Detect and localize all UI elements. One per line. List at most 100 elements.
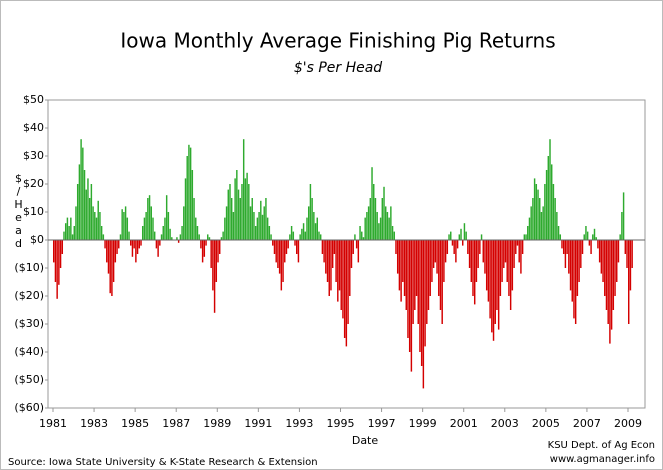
bar [407, 240, 409, 338]
bar [523, 234, 526, 240]
bar [76, 184, 79, 240]
bar [319, 234, 322, 240]
bar [331, 240, 334, 268]
bar [162, 226, 164, 240]
bar [489, 240, 491, 319]
bar [571, 240, 573, 302]
bar [266, 217, 269, 240]
bar [564, 240, 567, 268]
bar [311, 198, 313, 240]
bar [431, 240, 433, 282]
bar [497, 240, 500, 330]
x-tick-label: 1987 [162, 417, 190, 430]
bar [265, 198, 267, 240]
bar [236, 170, 238, 240]
bar [503, 240, 505, 268]
bar [116, 240, 118, 254]
bar [229, 184, 231, 240]
y-tick-label: ($60) [14, 401, 44, 414]
bar [325, 240, 327, 274]
bar [152, 217, 154, 240]
bar [492, 240, 495, 341]
bar [540, 212, 543, 240]
bar [347, 240, 349, 324]
bar [275, 240, 277, 263]
bar [568, 240, 570, 274]
x-tick-label: 2009 [614, 417, 642, 430]
y-tick-label: $40 [23, 121, 44, 134]
bar [193, 198, 195, 240]
bar [268, 226, 271, 240]
bar [465, 231, 467, 240]
bar [75, 206, 77, 240]
bar [576, 240, 579, 296]
bar [296, 240, 298, 254]
bar [248, 184, 250, 240]
bar [554, 198, 556, 240]
bar [479, 240, 481, 254]
bar [261, 214, 264, 240]
bar [217, 240, 219, 263]
bar [212, 240, 214, 291]
bar [82, 147, 84, 240]
bar [155, 240, 158, 249]
bar [395, 240, 397, 254]
bar [299, 234, 301, 240]
bar [349, 240, 351, 296]
bar [239, 198, 241, 240]
bar [612, 240, 615, 310]
bar [602, 240, 604, 282]
bar [468, 240, 471, 268]
bar [285, 240, 288, 254]
bar [244, 178, 247, 240]
bar [537, 189, 539, 240]
credit-line: KSU Dept. of Ag Econ [548, 440, 655, 451]
bar [246, 172, 248, 240]
bar [508, 240, 510, 296]
bar [513, 240, 515, 268]
bar [624, 240, 627, 254]
bar [616, 240, 618, 282]
bar [234, 178, 236, 240]
bar [133, 240, 135, 249]
bar [494, 240, 496, 324]
bar [585, 226, 587, 240]
bar [371, 167, 373, 240]
bar [59, 240, 62, 268]
bar [143, 217, 146, 240]
bar [559, 234, 562, 240]
bar [528, 217, 531, 240]
bar [220, 237, 223, 240]
bar [424, 240, 426, 347]
bar [241, 184, 243, 240]
bar [384, 206, 387, 240]
bar [85, 189, 87, 240]
bar [475, 240, 478, 282]
bar [369, 198, 372, 240]
bar [419, 240, 421, 352]
bar [550, 164, 553, 240]
bar [516, 240, 519, 246]
bar [366, 212, 368, 240]
bar [448, 234, 450, 240]
bar [444, 240, 447, 263]
bar [131, 240, 134, 257]
y-tick-label: $10 [23, 205, 44, 218]
bar [195, 217, 197, 240]
bar [297, 240, 300, 263]
bar [200, 240, 202, 249]
bar [68, 226, 70, 240]
bar [309, 184, 312, 240]
bar [83, 170, 86, 240]
y-tick-label: $0 [30, 233, 44, 246]
bar [290, 226, 293, 240]
bar [592, 234, 594, 240]
bar [335, 240, 337, 282]
bar [338, 240, 341, 291]
x-tick-label: 2005 [532, 417, 560, 430]
bar [626, 240, 628, 268]
bar [393, 231, 396, 240]
bar [306, 217, 308, 240]
bar [242, 139, 245, 240]
bar [205, 240, 207, 246]
